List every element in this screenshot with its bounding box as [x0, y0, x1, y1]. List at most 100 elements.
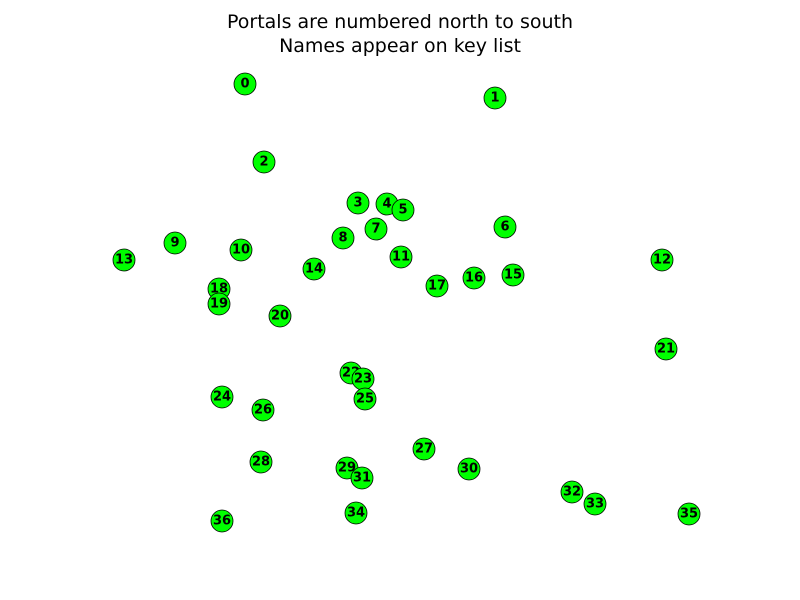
portal-marker-0: 0	[233, 72, 257, 96]
portal-number-label: 5	[398, 203, 407, 218]
portal-circle	[412, 437, 436, 461]
portal-marker-30: 30	[457, 457, 481, 481]
portal-circle	[353, 387, 377, 411]
portal-circle	[560, 480, 584, 504]
portal-marker-28: 28	[249, 450, 273, 474]
portal-number-label: 31	[353, 471, 371, 486]
portal-marker-15: 15	[501, 263, 525, 287]
portal-number-label: 36	[213, 514, 231, 529]
portal-number-label: 7	[371, 222, 380, 237]
portal-number-label: 10	[232, 243, 250, 258]
portal-number-label: 15	[504, 268, 522, 283]
portal-number-label: 14	[305, 262, 323, 277]
portal-marker-20: 20	[268, 304, 292, 328]
portal-number-label: 24	[213, 390, 231, 405]
portal-marker-14: 14	[302, 257, 326, 281]
portal-circle	[207, 292, 231, 316]
portal-number-label: 8	[338, 231, 347, 246]
portal-number-label: 21	[657, 342, 675, 357]
portal-circle	[210, 509, 234, 533]
portal-number-label: 20	[271, 309, 289, 324]
portal-number-label: 6	[500, 220, 509, 235]
portal-marker-10: 10	[229, 238, 253, 262]
portal-circle	[251, 398, 275, 422]
portal-marker-6: 6	[493, 215, 517, 239]
portal-circle	[483, 86, 507, 110]
portal-marker-27: 27	[412, 437, 436, 461]
portal-marker-26: 26	[251, 398, 275, 422]
portal-circle	[650, 248, 674, 272]
portal-marker-8: 8	[331, 226, 355, 250]
portal-marker-23: 23	[351, 367, 375, 391]
portal-number-label: 32	[563, 485, 581, 500]
portal-circle	[233, 72, 257, 96]
portal-number-label: 3	[353, 196, 362, 211]
portal-marker-35: 35	[677, 502, 701, 526]
portal-number-label: 17	[428, 279, 446, 294]
portal-number-label: 18	[210, 282, 228, 297]
portal-number-label: 0	[240, 77, 249, 92]
portal-circle	[677, 502, 701, 526]
portal-marker-17: 17	[425, 274, 449, 298]
portal-circle	[462, 266, 486, 290]
portal-number-label: 25	[356, 392, 374, 407]
portal-number-label: 19	[210, 297, 228, 312]
portal-number-label: 34	[347, 506, 365, 521]
portal-circle	[493, 215, 517, 239]
portal-circle	[249, 450, 273, 474]
portal-circle	[583, 492, 607, 516]
portal-circle	[344, 501, 368, 525]
portal-marker-33: 33	[583, 492, 607, 516]
portal-circle	[268, 304, 292, 328]
portal-number-label: 28	[252, 455, 270, 470]
portal-marker-36: 36	[210, 509, 234, 533]
portal-marker-31: 31	[350, 466, 374, 490]
portal-circle	[350, 466, 374, 490]
portal-circle	[364, 217, 388, 241]
portal-marker-21: 21	[654, 337, 678, 361]
portal-circle	[425, 274, 449, 298]
portal-number-label: 16	[465, 271, 483, 286]
portal-marker-34: 34	[344, 501, 368, 525]
portal-marker-3: 3	[346, 191, 370, 215]
portal-number-label: 13	[115, 253, 133, 268]
portal-marker-32: 32	[560, 480, 584, 504]
portal-marker-16: 16	[462, 266, 486, 290]
portal-marker-9: 9	[163, 231, 187, 255]
portal-number-label: 29	[338, 461, 356, 476]
portal-number-label: 4	[382, 197, 391, 212]
portal-circle	[112, 248, 136, 272]
portal-number-label: 27	[415, 442, 433, 457]
portal-marker-24: 24	[210, 385, 234, 409]
portal-number-label: 9	[170, 236, 179, 251]
portal-marker-2: 2	[252, 150, 276, 174]
portal-number-label: 35	[680, 507, 698, 522]
portal-number-label: 33	[586, 497, 604, 512]
portal-marker-1: 1	[483, 86, 507, 110]
portal-marker-12: 12	[650, 248, 674, 272]
portal-marker-13: 13	[112, 248, 136, 272]
portal-number-label: 26	[254, 403, 272, 418]
portal-circle	[501, 263, 525, 287]
portal-circle	[210, 385, 234, 409]
portal-circle	[654, 337, 678, 361]
portal-number-label: 2	[259, 155, 268, 170]
portal-circle	[457, 457, 481, 481]
portal-circle	[252, 150, 276, 174]
portal-marker-25: 25	[353, 387, 377, 411]
portal-circle	[163, 231, 187, 255]
portal-circle	[389, 245, 413, 269]
map-title-line-1: Portals are numbered north to south	[227, 11, 573, 33]
portal-number-label: 23	[354, 372, 372, 387]
portal-circle	[229, 238, 253, 262]
portal-number-label: 11	[392, 250, 410, 265]
portal-circle	[331, 226, 355, 250]
portal-marker-19: 19	[207, 292, 231, 316]
portal-circle	[346, 191, 370, 215]
portal-marker-7: 7	[364, 217, 388, 241]
map-title-line-2: Names appear on key list	[279, 35, 521, 57]
portal-number-label: 30	[460, 462, 478, 477]
portal-number-label: 1	[490, 91, 499, 106]
portal-number-label: 12	[653, 253, 671, 268]
